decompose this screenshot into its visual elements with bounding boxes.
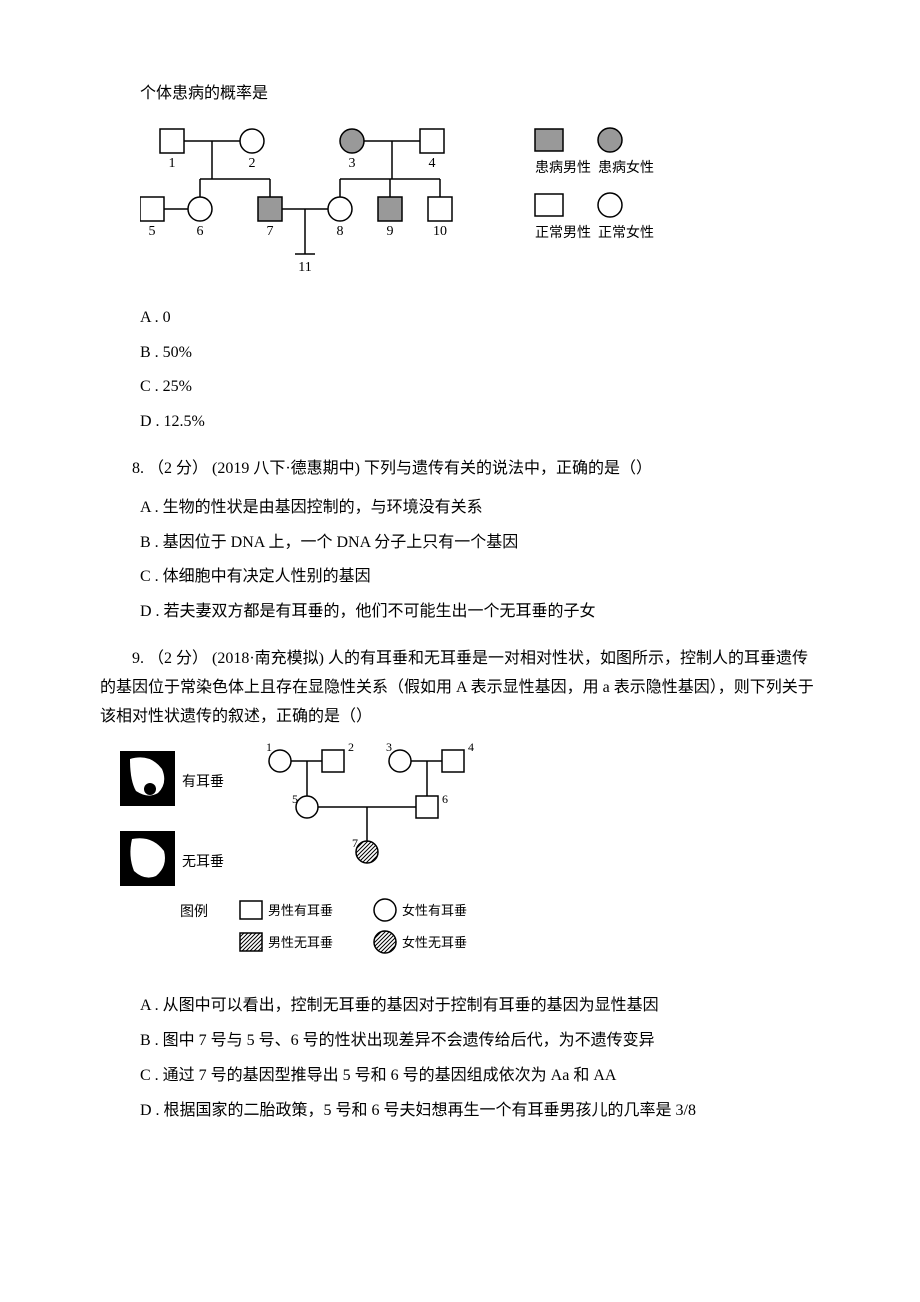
svg-text:8: 8: [337, 224, 344, 239]
svg-text:9: 9: [387, 224, 394, 239]
svg-text:男性有耳垂: 男性有耳垂: [268, 903, 333, 918]
svg-text:5: 5: [149, 224, 156, 239]
svg-text:6: 6: [197, 224, 204, 239]
svg-text:1: 1: [266, 741, 272, 754]
svg-text:正常女性: 正常女性: [598, 224, 654, 241]
q8-option-b: B . 基因位于 DNA 上，一个 DNA 分子上只有一个基因: [140, 529, 820, 558]
q9-option-c: C . 通过 7 号的基因型推导出 5 号和 6 号的基因组成依次为 Aa 和 …: [140, 1062, 820, 1091]
svg-text:6: 6: [442, 792, 448, 806]
q7-pedigree-container: 1 2 3 4 5 6 7: [100, 119, 820, 289]
q7-pedigree-svg: 1 2 3 4 5 6 7: [140, 119, 480, 289]
q8-option-a: A . 生物的性状是由基因控制的，与环境没有关系: [140, 494, 820, 523]
svg-text:女性无耳垂: 女性无耳垂: [402, 935, 467, 950]
svg-text:患病女性: 患病女性: [598, 159, 654, 176]
svg-text:4: 4: [468, 741, 474, 754]
q9-option-d: D . 根据国家的二胎政策，5 号和 6 号夫妇想再生一个有耳垂男孩儿的几率是 …: [140, 1097, 820, 1126]
svg-text:4: 4: [429, 156, 436, 171]
svg-text:10: 10: [433, 224, 447, 239]
svg-text:7: 7: [267, 224, 274, 239]
q9-option-a: A . 从图中可以看出，控制无耳垂的基因对于控制有耳垂的基因为显性基因: [140, 992, 820, 1021]
q7-option-b: B . 50%: [140, 339, 820, 368]
svg-text:男性无耳垂: 男性无耳垂: [268, 935, 333, 950]
q7-option-d: D . 12.5%: [140, 408, 820, 437]
q9-ear-with-label: 有耳垂: [182, 774, 224, 790]
svg-text:2: 2: [249, 156, 256, 171]
q9-ear-without-label: 无耳垂: [182, 854, 224, 870]
svg-text:患病男性: 患病男性: [535, 160, 591, 176]
q9-legend-title: 图例: [180, 904, 208, 920]
q9-question: 9. （2 分） (2018·南充模拟) 人的有耳垂和无耳垂是一对相对性状，如图…: [100, 645, 820, 731]
q8-option-d: D . 若夫妻双方都是有耳垂的，他们不可能生出一个无耳垂的子女: [140, 598, 820, 627]
svg-text:3: 3: [349, 156, 356, 171]
q7-option-a: A . 0: [140, 304, 820, 333]
q8-question: 8. （2 分） (2019 八下·德惠期中) 下列与遗传有关的说法中，正确的是…: [100, 455, 820, 484]
svg-text:2: 2: [348, 741, 354, 754]
q9-option-b: B . 图中 7 号与 5 号、6 号的性状出现差异不会遗传给后代，为不遗传变异: [140, 1027, 820, 1056]
q7-title: 个体患病的概率是: [100, 80, 820, 109]
svg-text:1: 1: [169, 156, 176, 171]
svg-text:3: 3: [386, 741, 392, 754]
svg-text:5: 5: [292, 792, 298, 806]
svg-text:正常男性: 正常男性: [535, 225, 591, 241]
svg-text:11: 11: [298, 260, 311, 275]
q7-legend-svg: 患病男性 患病女性 正常男性 正常女性: [530, 124, 720, 254]
svg-text:女性有耳垂: 女性有耳垂: [402, 903, 467, 918]
q8-option-c: C . 体细胞中有决定人性别的基因: [140, 563, 820, 592]
q7-option-c: C . 25%: [140, 373, 820, 402]
svg-text:7: 7: [352, 836, 358, 850]
q9-diagram: 有耳垂 无耳垂 图例 1 2 3 4: [100, 741, 820, 982]
